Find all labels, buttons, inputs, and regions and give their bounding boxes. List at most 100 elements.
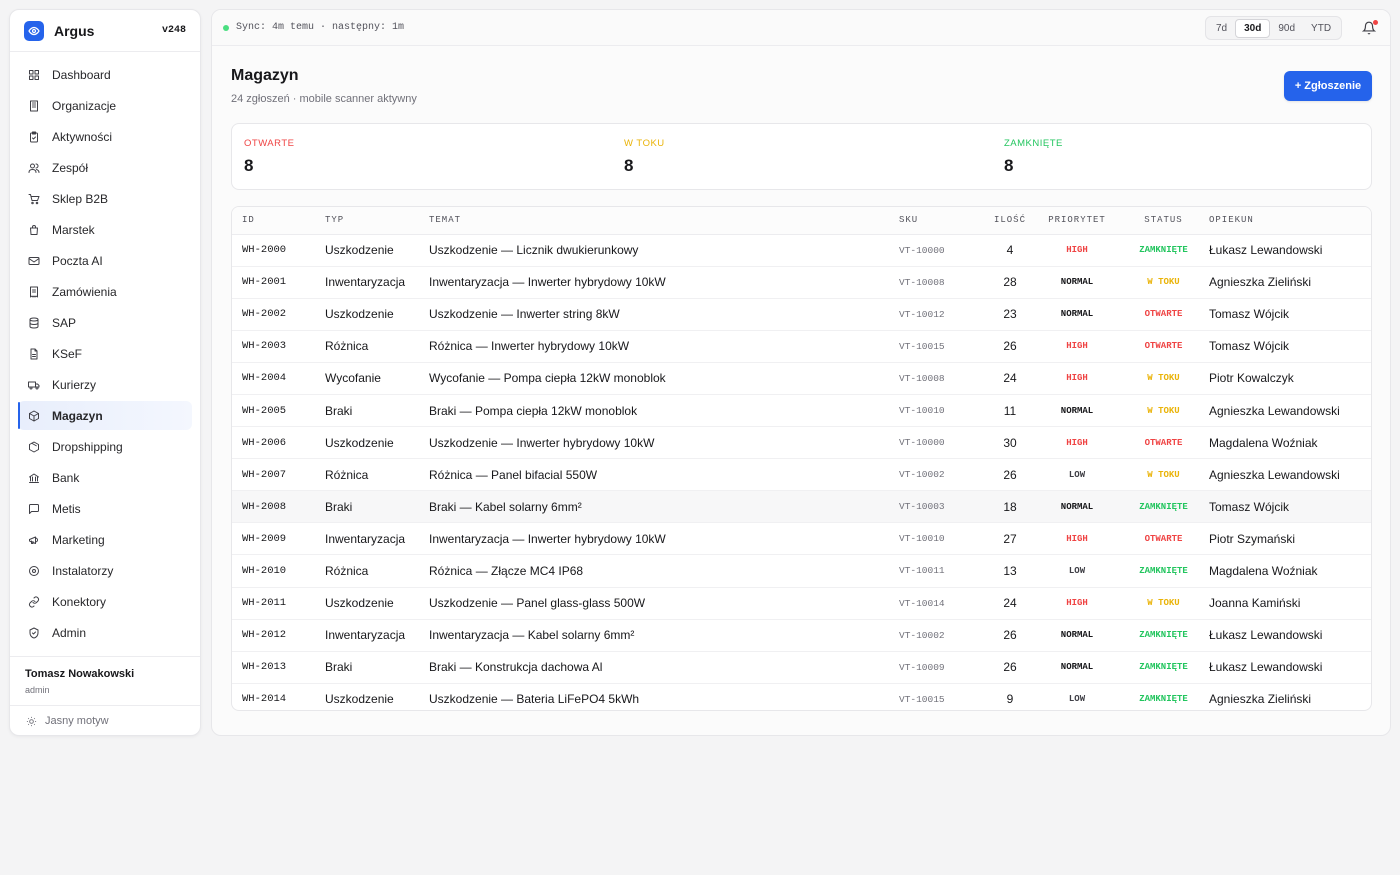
range-option-ytd[interactable]: YTD	[1311, 22, 1332, 34]
ticket-owner: Tomasz Wójcik	[1209, 307, 1290, 322]
ticket-id: WH-2002	[242, 308, 287, 321]
table-row[interactable]: WH-2000 Uszkodzenie Uszkodzenie — Licznik …	[232, 234, 1371, 267]
column-header[interactable]: SKU	[899, 207, 984, 235]
ticket-topic: Różnica — Panel bifacial 550W	[429, 467, 598, 482]
truck-icon	[28, 379, 40, 391]
ticket-topic: Uszkodzenie — Licznik dwukierunkowy	[429, 243, 639, 258]
table-row[interactable]: WH-2013 Braki Braki — Konstrukcja dachowa …	[232, 651, 1371, 684]
status-badge: W TOKU	[1147, 469, 1180, 480]
stat-value: 8	[624, 156, 634, 175]
ticket-type: Uszkodzenie	[325, 243, 394, 258]
ticket-topic: Braki — Kabel solarny 6mm²	[429, 499, 582, 514]
column-header[interactable]: TYP	[325, 207, 429, 235]
status-badge: ZAMKNIĘTE	[1139, 662, 1188, 673]
status-badge: OTWARTE	[1144, 533, 1183, 544]
range-option-90d[interactable]: 90d	[1278, 22, 1296, 34]
sidebar-item-zesp-[interactable]: Zespół	[18, 153, 192, 182]
sidebar-item-zam-wienia[interactable]: Zamówienia	[18, 277, 192, 306]
column-header[interactable]: OPIEKUN	[1209, 207, 1371, 235]
priority-badge: HIGH	[1066, 533, 1088, 544]
sidebar-item-aktywno-ci[interactable]: Aktywności	[18, 122, 192, 151]
ticket-owner: Łukasz Lewandowski	[1209, 628, 1323, 643]
table-row[interactable]: WH-2008 Braki Braki — Kabel solarny 6mm² VT…	[232, 490, 1371, 523]
stats-card: OTWARTE 8 W TOKU 8 ZAMKNIĘTE 8	[231, 123, 1372, 190]
bank-icon	[28, 472, 40, 484]
sidebar-item-label: Konektory	[52, 594, 107, 609]
sidebar-item-dashboard[interactable]: Dashboard	[18, 60, 192, 89]
ticket-sku: VT-10011	[899, 565, 945, 577]
ticket-type: Inwentaryzacja	[325, 275, 406, 290]
ticket-sku: VT-10010	[899, 405, 945, 417]
ticket-owner: Piotr Kowalczyk	[1209, 371, 1294, 386]
page-subtitle: 24 zgłoszeń · mobile scanner aktywny	[231, 93, 417, 105]
priority-badge: LOW	[1068, 694, 1086, 705]
sidebar-item-sklep-b2b[interactable]: Sklep B2B	[18, 184, 192, 213]
table-row[interactable]: WH-2006 Uszkodzenie Uszkodzenie — Inwerter…	[232, 427, 1371, 459]
sync-status: Sync: 4m temu · następny: 1m	[236, 22, 405, 33]
page-title: Magazyn	[231, 67, 299, 84]
ticket-quantity: 18	[1003, 499, 1017, 514]
bell-icon[interactable]	[1361, 20, 1378, 36]
sidebar-item-marstek[interactable]: Marstek	[18, 215, 192, 244]
ticket-owner: Agnieszka Lewandowski	[1209, 467, 1340, 482]
sidebar-item-magazyn[interactable]: Magazyn	[18, 401, 192, 430]
ticket-topic: Braki — Pompa ciepła 12kW monoblok	[429, 403, 638, 418]
column-header[interactable]: STATUS	[1118, 207, 1209, 235]
ticket-sku: VT-10008	[899, 276, 945, 288]
sidebar-item-sap[interactable]: SAP	[18, 308, 192, 337]
sidebar-nav: Dashboard Organizacje Aktywności Zespół Skle…	[10, 52, 200, 647]
eye-icon	[24, 20, 44, 41]
status-badge: OTWARTE	[1144, 437, 1183, 448]
ticket-owner: Joanna Kamiński	[1209, 596, 1301, 611]
new-ticket-button[interactable]: + Zgłoszenie	[1284, 71, 1372, 101]
range-option-7d[interactable]: 7d	[1216, 22, 1228, 34]
ticket-quantity: 26	[1003, 628, 1017, 643]
ticket-type: Różnica	[325, 467, 369, 482]
ticket-sku: VT-10000	[899, 437, 945, 449]
sidebar-item-marketing[interactable]: Marketing	[18, 525, 192, 554]
table-row[interactable]: WH-2009 Inwentaryzacja Inwentaryzacja — In…	[232, 523, 1371, 555]
ticket-sku: VT-10009	[899, 661, 945, 673]
ticket-owner: Magdalena Woźniak	[1209, 435, 1318, 450]
sidebar-item-label: Dropshipping	[52, 439, 123, 454]
sidebar-item-admin[interactable]: Admin	[18, 618, 192, 647]
theme-toggle[interactable]: Jasny motyw	[10, 705, 200, 736]
table-row[interactable]: WH-2003 Różnica Różnica — Inwerter hybrydo…	[232, 330, 1371, 363]
sidebar-item-instalatorzy[interactable]: Instalatorzy	[18, 556, 192, 585]
table-row[interactable]: WH-2004 Wycofanie Wycofanie — Pompa ciepła…	[232, 362, 1371, 395]
status-badge: ZAMKNIĘTE	[1139, 694, 1188, 705]
table-row[interactable]: WH-2010 Różnica Różnica — Złącze MC4 IP68 V…	[232, 555, 1371, 588]
user-panel[interactable]: Tomasz Nowakowski admin	[10, 656, 200, 705]
ticket-type: Uszkodzenie	[325, 435, 394, 450]
table-row[interactable]: WH-2011 Uszkodzenie Uszkodzenie — Panel gl…	[232, 587, 1371, 620]
ticket-type: Braki	[325, 499, 353, 514]
sidebar-item-ksef[interactable]: KSeF	[18, 339, 192, 368]
ticket-sku: VT-10000	[899, 244, 945, 256]
sidebar-item-label: Zamówienia	[52, 284, 117, 299]
column-header[interactable]: ID	[232, 207, 325, 235]
table-row[interactable]: WH-2005 Braki Braki — Pompa ciepła 12kW mo…	[232, 394, 1371, 427]
ticket-quantity: 27	[1003, 531, 1017, 546]
table-row[interactable]: WH-2014 Uszkodzenie Uszkodzenie — Bateria …	[232, 683, 1371, 710]
sidebar-item-label: Bank	[52, 470, 80, 485]
sidebar-item-bank[interactable]: Bank	[18, 463, 192, 492]
table-row[interactable]: WH-2012 Inwentaryzacja Inwentaryzacja — Ka…	[232, 619, 1371, 652]
sidebar-item-metis[interactable]: Metis	[18, 494, 192, 523]
column-header[interactable]: ILOŚĆ	[984, 207, 1036, 235]
table-row[interactable]: WH-2007 Różnica Różnica — Panel bifacial 5…	[232, 459, 1371, 491]
column-header[interactable]: TEMAT	[429, 207, 899, 235]
table-row[interactable]: WH-2001 Inwentaryzacja Inwentaryzacja — In…	[232, 266, 1371, 299]
sidebar-item-konektory[interactable]: Konektory	[18, 587, 192, 616]
range-option-30d[interactable]: 30d	[1235, 18, 1271, 38]
sidebar-item-kurierzy[interactable]: Kurierzy	[18, 370, 192, 399]
sidebar-item-organizacje[interactable]: Organizacje	[18, 91, 192, 120]
column-header[interactable]: PRIORYTET	[1036, 207, 1118, 235]
ticket-quantity: 30	[1003, 435, 1017, 450]
table-row[interactable]: WH-2002 Uszkodzenie Uszkodzenie — Inwerter…	[232, 298, 1371, 331]
sidebar-item-dropshipping[interactable]: Dropshipping	[18, 432, 192, 461]
range-selector: 7d 30d 90d YTD	[1205, 16, 1343, 40]
ticket-sku: VT-10002	[899, 629, 945, 641]
ticket-type: Braki	[325, 403, 353, 418]
sidebar-item-poczta-ai[interactable]: Poczta AI	[18, 246, 192, 275]
priority-badge: HIGH	[1066, 373, 1088, 384]
